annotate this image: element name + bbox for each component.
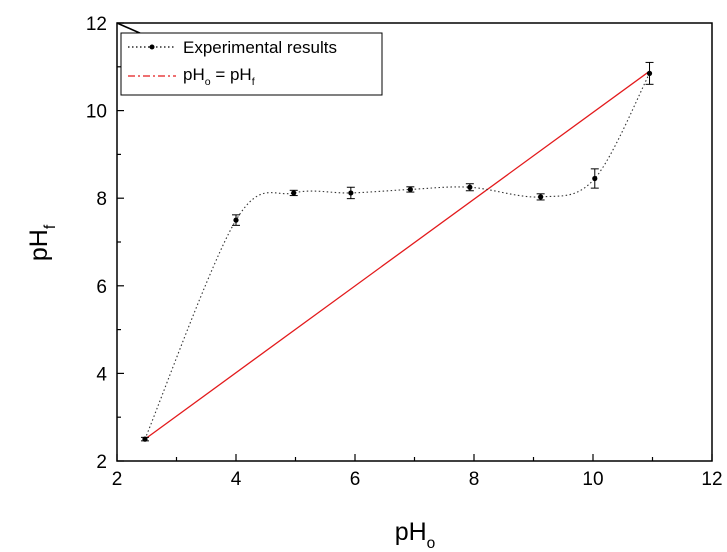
y-tick-label: 4 <box>96 364 107 385</box>
axes: 2 4 6 8 10 12 2 4 6 8 10 12 <box>86 14 723 490</box>
y-axis-label: pHf <box>25 224 59 261</box>
data-point <box>233 217 239 223</box>
x-tick-label: 12 <box>701 469 722 490</box>
identity-line <box>144 70 650 440</box>
x-axis-label: pHo <box>395 518 436 552</box>
legend-identity-label: pHo = pHf <box>183 65 255 88</box>
data-point <box>538 194 544 200</box>
data-point <box>646 70 653 76</box>
legend-experimental-marker <box>149 44 155 50</box>
legend: Experimental results pHo = pHf <box>120 32 383 96</box>
data-point <box>592 175 598 182</box>
plot-area <box>140 61 654 442</box>
x-tick-label: 6 <box>350 469 361 490</box>
y-tick-label: 10 <box>86 102 107 123</box>
data-point <box>348 190 354 196</box>
experimental-curve <box>144 73 651 440</box>
x-tick-label: 10 <box>582 469 603 490</box>
x-tick-label: 2 <box>112 469 123 490</box>
legend-box <box>120 32 383 96</box>
y-tick-label: 6 <box>96 277 107 298</box>
y-tick-label: 8 <box>96 189 107 210</box>
y-tick-label: 2 <box>96 452 107 473</box>
x-tick-label: 4 <box>231 469 242 490</box>
data-point <box>407 186 413 193</box>
data-point <box>291 190 297 196</box>
x-tick-label: 8 <box>469 469 480 490</box>
y-tick-label: 12 <box>86 14 107 35</box>
data-point <box>142 436 148 442</box>
legend-experimental-label: Experimental results <box>183 38 337 57</box>
data-point <box>467 184 473 190</box>
